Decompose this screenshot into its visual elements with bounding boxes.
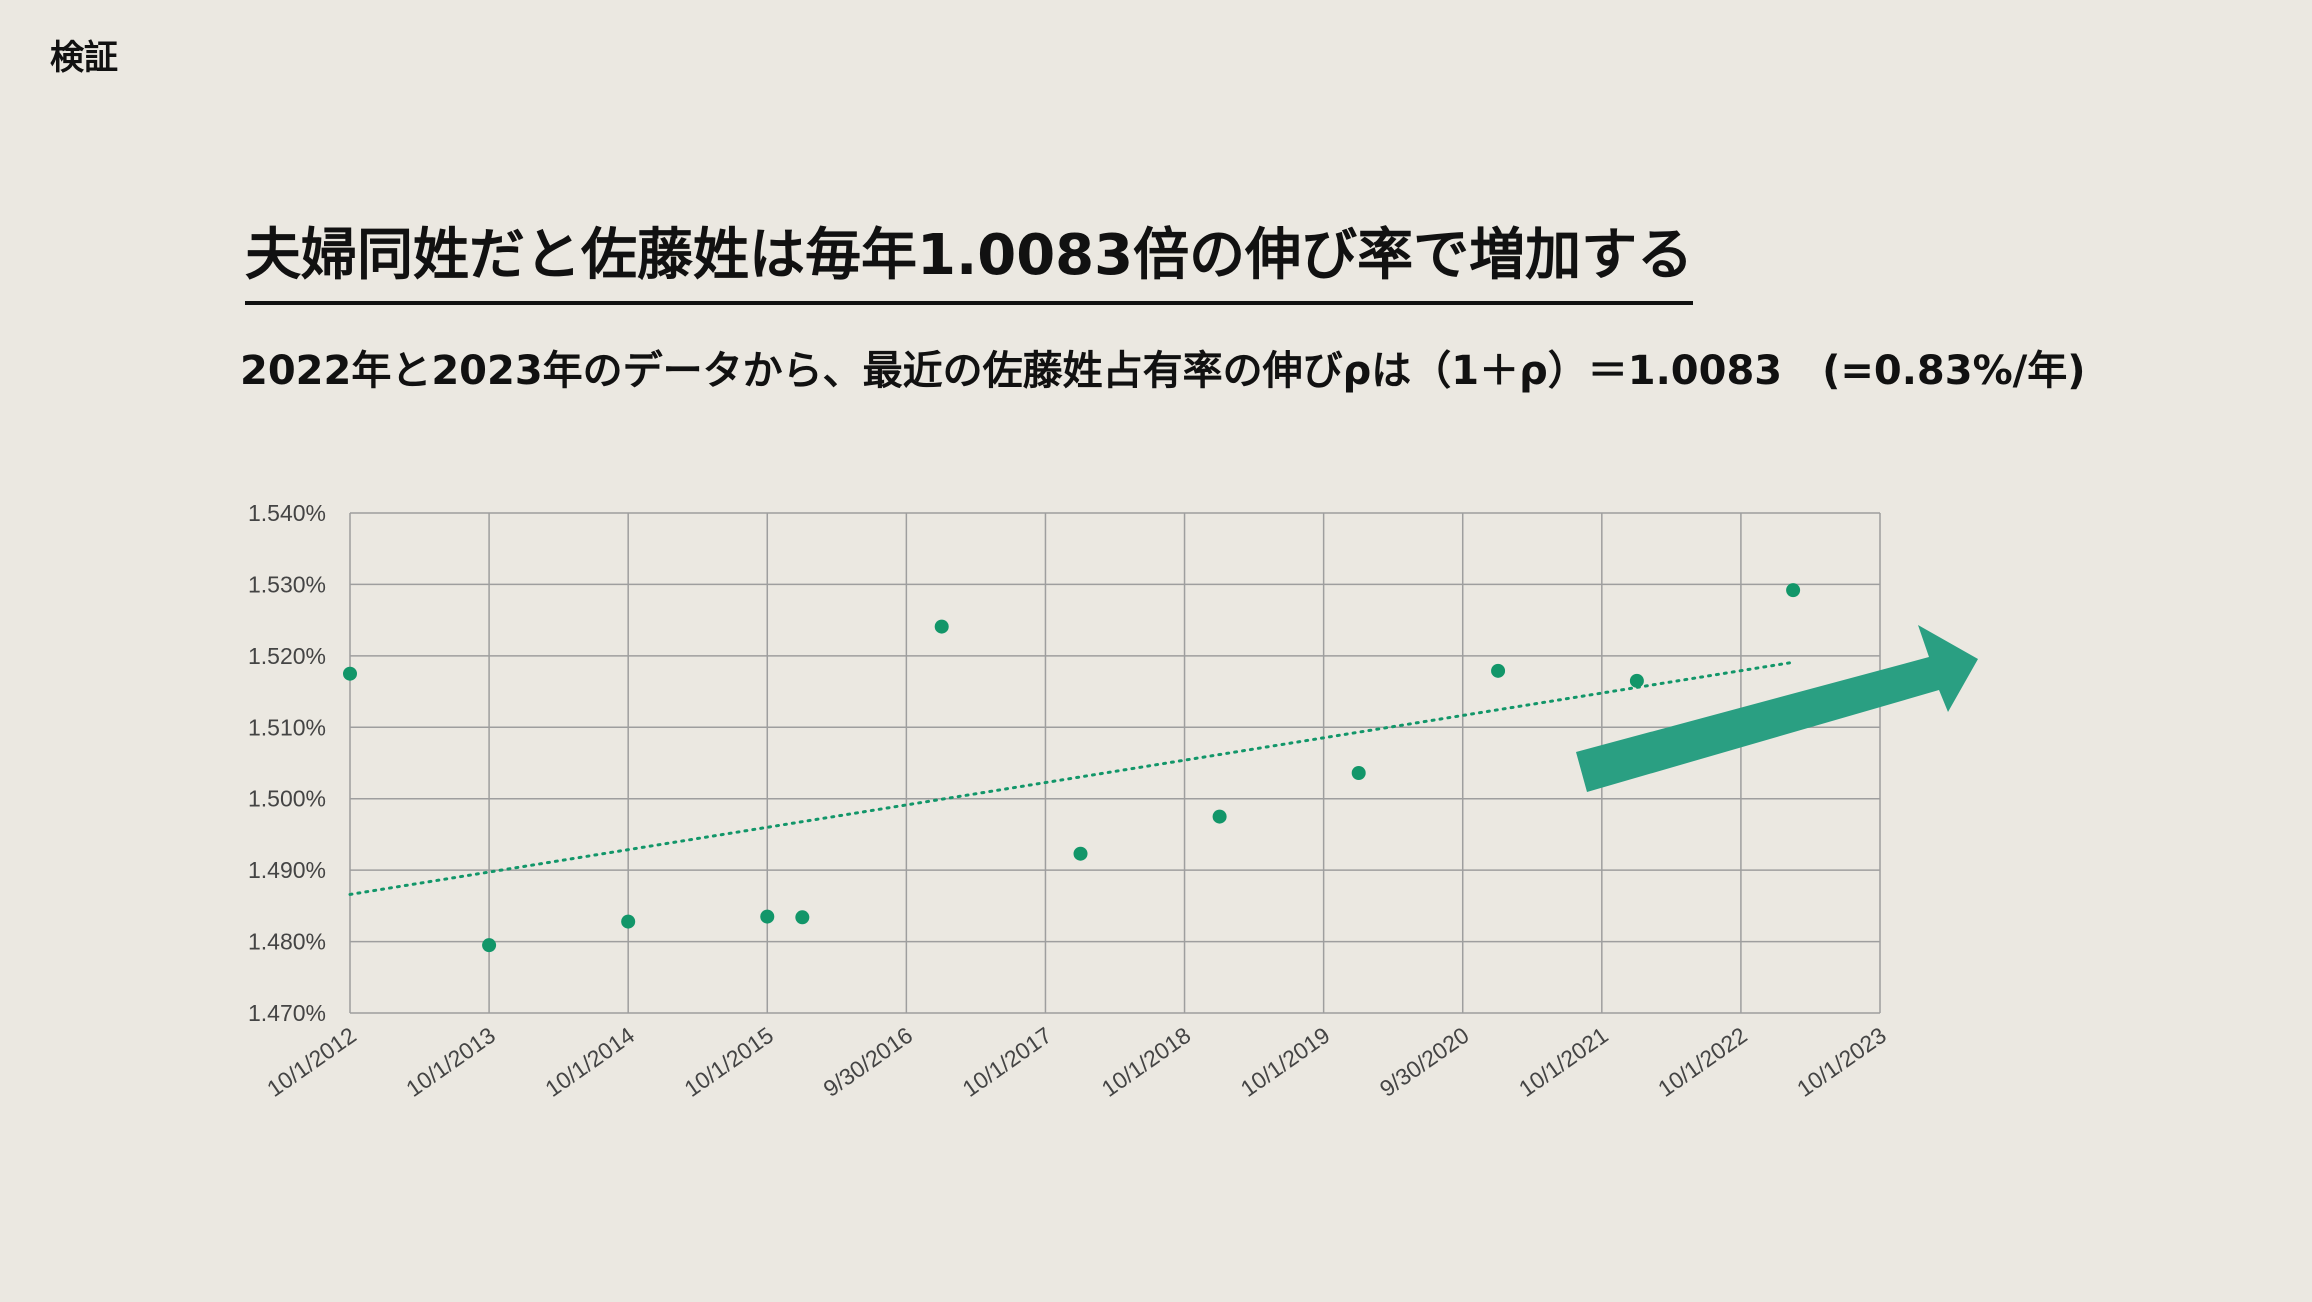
trend-arrow-layer [1576,625,1978,792]
data-point [1351,766,1366,780]
x-tick-label: 10/1/2022 [1653,1022,1752,1102]
page-subtitle: 2022年と2023年のデータから、最近の佐藤姓占有率の伸びρは（1＋ρ）＝1.… [240,348,2086,394]
data-point [621,914,636,929]
data-point [1786,583,1801,598]
trendline [348,660,1795,896]
points-layer [343,583,1801,953]
data-point [343,666,357,681]
y-tick-label: 1.520% [248,643,326,669]
x-tick-label: 10/1/2021 [1514,1022,1613,1102]
data-point [934,619,949,634]
data-point [1073,846,1088,861]
y-tick-label: 1.500% [248,786,326,812]
data-point [1491,663,1506,678]
y-tick-labels: 1.470% 1.480% 1.490% 1.500% 1.510% 1.520% 1.53… [248,500,326,1026]
x-tick-label: 9/30/2016 [818,1022,917,1102]
x-tick-labels: 10/1/2012 10/1/2013 10/1/2014 10/1/2015 9/30… [262,1022,1891,1102]
data-point [1629,673,1644,688]
x-tick-label: 10/1/2014 [540,1022,639,1102]
grid-layer [349,512,1881,1014]
trend-arrow-icon [1576,625,1978,792]
y-tick-label: 1.510% [248,714,326,740]
data-point [1212,809,1227,824]
page-title: 夫婦同姓だと佐藤姓は毎年1.0083倍の伸び率で増加する [245,210,1694,305]
corner-label: 検証 [50,38,118,78]
data-point [482,938,497,953]
x-tick-label: 10/1/2017 [958,1022,1057,1102]
data-point [760,909,775,924]
y-tick-label: 1.490% [248,857,326,883]
x-tick-label: 10/1/2019 [1236,1022,1335,1102]
data-point [795,910,810,925]
trendline-layer [348,660,1795,896]
x-tick-label: 10/1/2012 [262,1022,361,1102]
x-tick-label: 10/1/2013 [401,1022,500,1102]
y-tick-label: 1.480% [248,929,326,955]
x-tick-label: 10/1/2018 [1097,1022,1196,1102]
x-tick-label: 9/30/2020 [1375,1022,1474,1102]
x-tick-label: 10/1/2023 [1792,1022,1891,1102]
x-tick-label: 10/1/2015 [679,1022,778,1102]
y-tick-label: 1.470% [248,1000,326,1026]
y-tick-label: 1.540% [248,500,326,526]
y-tick-label: 1.530% [248,571,326,597]
